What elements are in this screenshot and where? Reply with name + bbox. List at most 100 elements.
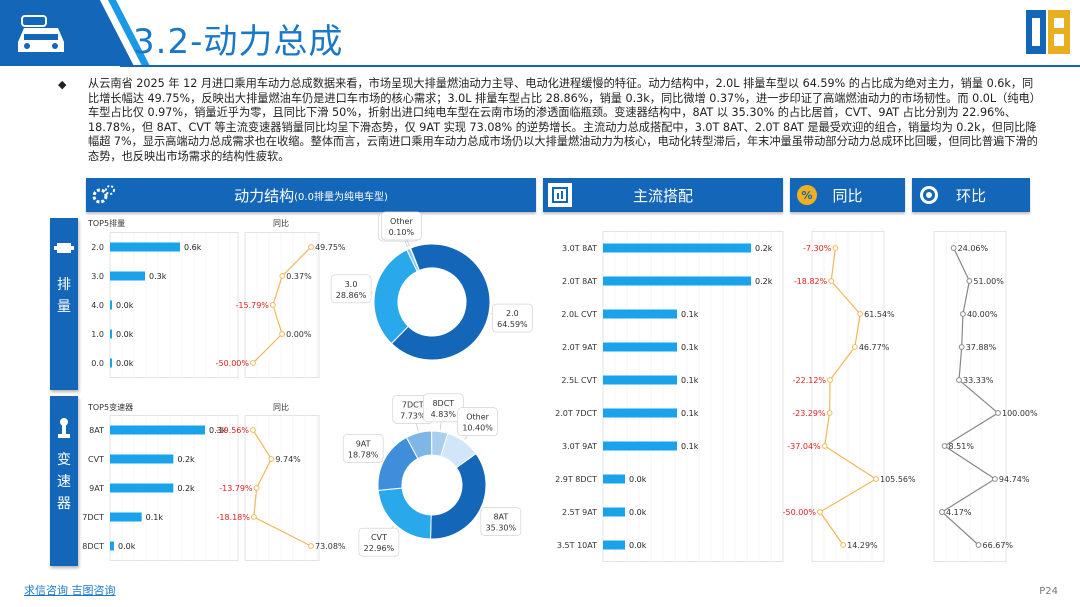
combo_mom-point xyxy=(939,509,945,515)
disp-category-label: 4.0 xyxy=(91,301,104,310)
trans_share-label-box xyxy=(342,434,384,463)
engine-icon xyxy=(54,243,74,253)
combo-value-label: 0.0k xyxy=(629,508,647,517)
disp-category-label: 0.0 xyxy=(91,359,104,368)
disp-category-label: 3.0 xyxy=(91,272,104,281)
combo-category-label: 3.5T 10AT xyxy=(557,541,597,550)
combo-value-label: 0.1k xyxy=(681,376,699,385)
combo_mom-point xyxy=(941,443,948,449)
trans-bar xyxy=(110,483,174,493)
disp_share-category-label: 3.0 xyxy=(345,280,358,289)
combo_mom-point xyxy=(956,377,962,383)
transmission-tab: 变 速 器 xyxy=(50,396,78,566)
trans-category-label: 9AT xyxy=(89,484,104,493)
trans_share-share-label: 7.73% xyxy=(400,411,426,420)
gear-icon xyxy=(88,180,118,210)
trans-value-label: 0.2k xyxy=(177,455,195,464)
trans-yoy-label: 同比 xyxy=(273,403,289,412)
trans_share-category-label: 8AT xyxy=(493,513,508,522)
trans_share-category-label: CVT xyxy=(371,533,387,542)
combo-bar xyxy=(603,342,677,352)
combo-category-label: 2.5L CVT xyxy=(561,376,597,385)
trans_yoy-plot xyxy=(244,415,320,561)
disp-value-label: 0.0k xyxy=(116,301,134,310)
trans_share-category-label: Other xyxy=(466,413,489,422)
top5-disp-label: TOP5排量 xyxy=(88,219,126,228)
combo-title: 主流搭配 xyxy=(632,186,693,205)
combo_yoy-point xyxy=(826,410,833,416)
trans-value-label: 0.3k xyxy=(209,426,227,435)
combo_mom-data-label: 4.17% xyxy=(946,508,972,517)
percent-icon: % xyxy=(792,180,822,210)
top5-trans-label: TOP5变速器 xyxy=(88,403,134,412)
power-structure-header: 动力结构 (0.0排量为纯电车型) xyxy=(86,178,536,212)
trans_yoy-point xyxy=(268,456,275,462)
combo_yoy-data-label: 46.77% xyxy=(859,343,890,352)
trans_yoy-point xyxy=(250,514,257,520)
combo-bar xyxy=(603,441,677,451)
combo_mom-data-label: 40.00% xyxy=(967,310,998,319)
footer-link-1[interactable]: 求信咨询 xyxy=(24,584,68,597)
trans-tab-char-2: 速 xyxy=(57,474,71,490)
footer-link-2[interactable]: 吉图咨询 xyxy=(71,584,116,597)
disp-category-label: 2.0 xyxy=(91,243,104,252)
trans-category-label: 8AT xyxy=(89,426,104,435)
combo_yoy-data-label: 14.29% xyxy=(847,541,878,550)
combo_mom-data-label: 37.88% xyxy=(966,343,997,352)
yoy-title: 同比 xyxy=(832,186,863,205)
mom-header: 环比 xyxy=(912,178,1030,212)
trans_yoy-point xyxy=(250,427,256,433)
disp-value-label: 0.6k xyxy=(184,243,202,252)
disp_yoy-point xyxy=(269,302,276,308)
trans-value-label: 0.2k xyxy=(177,484,195,493)
combo_yoy-data-label: -18.82% xyxy=(794,277,828,286)
disp-value-label: 0.0k xyxy=(116,330,134,339)
trans_share-share-label: 4.83% xyxy=(431,410,457,419)
disp_yoy-point xyxy=(279,273,286,279)
trans_yoy-data-label: -13.79% xyxy=(219,484,253,493)
trans_yoy-data-label: 9.74% xyxy=(275,455,301,464)
combo_mom-point xyxy=(950,245,957,251)
trans_share-category-label: 8DCT xyxy=(432,399,454,408)
disp_yoy-data-label: 49.75% xyxy=(315,243,346,252)
power-title: 动力结构 xyxy=(234,186,295,205)
combo_mom-data-label: 8.51% xyxy=(949,442,975,451)
trans_yoy-data-label: -18.18% xyxy=(216,513,250,522)
combo_yoy-data-label: -23.29% xyxy=(792,409,826,418)
trans-bar xyxy=(110,541,114,551)
trans-tab-char-1: 变 xyxy=(57,452,71,468)
combo_mom-data-label: 51.00% xyxy=(973,277,1004,286)
combo-value-label: 0.1k xyxy=(681,310,699,319)
disp_yoy-data-label: -50.00% xyxy=(216,359,250,368)
disp_share-share-label: 28.86% xyxy=(336,291,367,300)
combo_yoy-data-label: -37.04% xyxy=(787,442,821,451)
disp_yoy-point xyxy=(308,244,314,250)
disp_share-share-label: 64.59% xyxy=(497,320,528,329)
combo_yoy-point xyxy=(827,377,833,383)
page-number: P24 xyxy=(1039,586,1058,597)
combo_mom-data-label: 100.00% xyxy=(1002,409,1038,418)
disp-bar xyxy=(110,300,112,310)
disp-tab-char-2: 量 xyxy=(57,299,71,315)
gear-shift-icon xyxy=(58,418,70,438)
combo_mom-data-label: 66.67% xyxy=(983,541,1014,550)
trans_share-slice xyxy=(440,432,477,469)
disp-bar xyxy=(110,271,145,281)
mom-title: 环比 xyxy=(955,186,986,205)
trans_share-share-label: 18.78% xyxy=(348,450,379,459)
combo-value-label: 0.2k xyxy=(755,244,773,253)
combo_mom-line xyxy=(941,247,1000,546)
disp_share-label-box xyxy=(330,274,372,304)
combo-value-label: 0.1k xyxy=(681,442,699,451)
trans-category-label: CVT xyxy=(88,455,104,464)
trans_share-category-label: 7DCT xyxy=(402,400,424,409)
target-icon xyxy=(914,180,944,210)
trans-category-label: 7DCT xyxy=(82,513,104,522)
trans_share-category-label: 9AT xyxy=(356,439,371,448)
disp_share-label-box xyxy=(381,211,422,241)
summary-text: 从云南省 2025 年 12 月进口乘用车动力总成数据来看，市场呈现大排量燃油动… xyxy=(88,77,1038,163)
disp_share-slice xyxy=(409,247,421,272)
trans_share-share-label: 22.96% xyxy=(364,544,395,553)
combo_yoy-point xyxy=(832,245,839,251)
trans-value-label: 0.1k xyxy=(146,513,164,522)
